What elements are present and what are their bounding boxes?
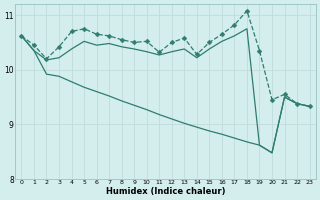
X-axis label: Humidex (Indice chaleur): Humidex (Indice chaleur)	[106, 187, 225, 196]
